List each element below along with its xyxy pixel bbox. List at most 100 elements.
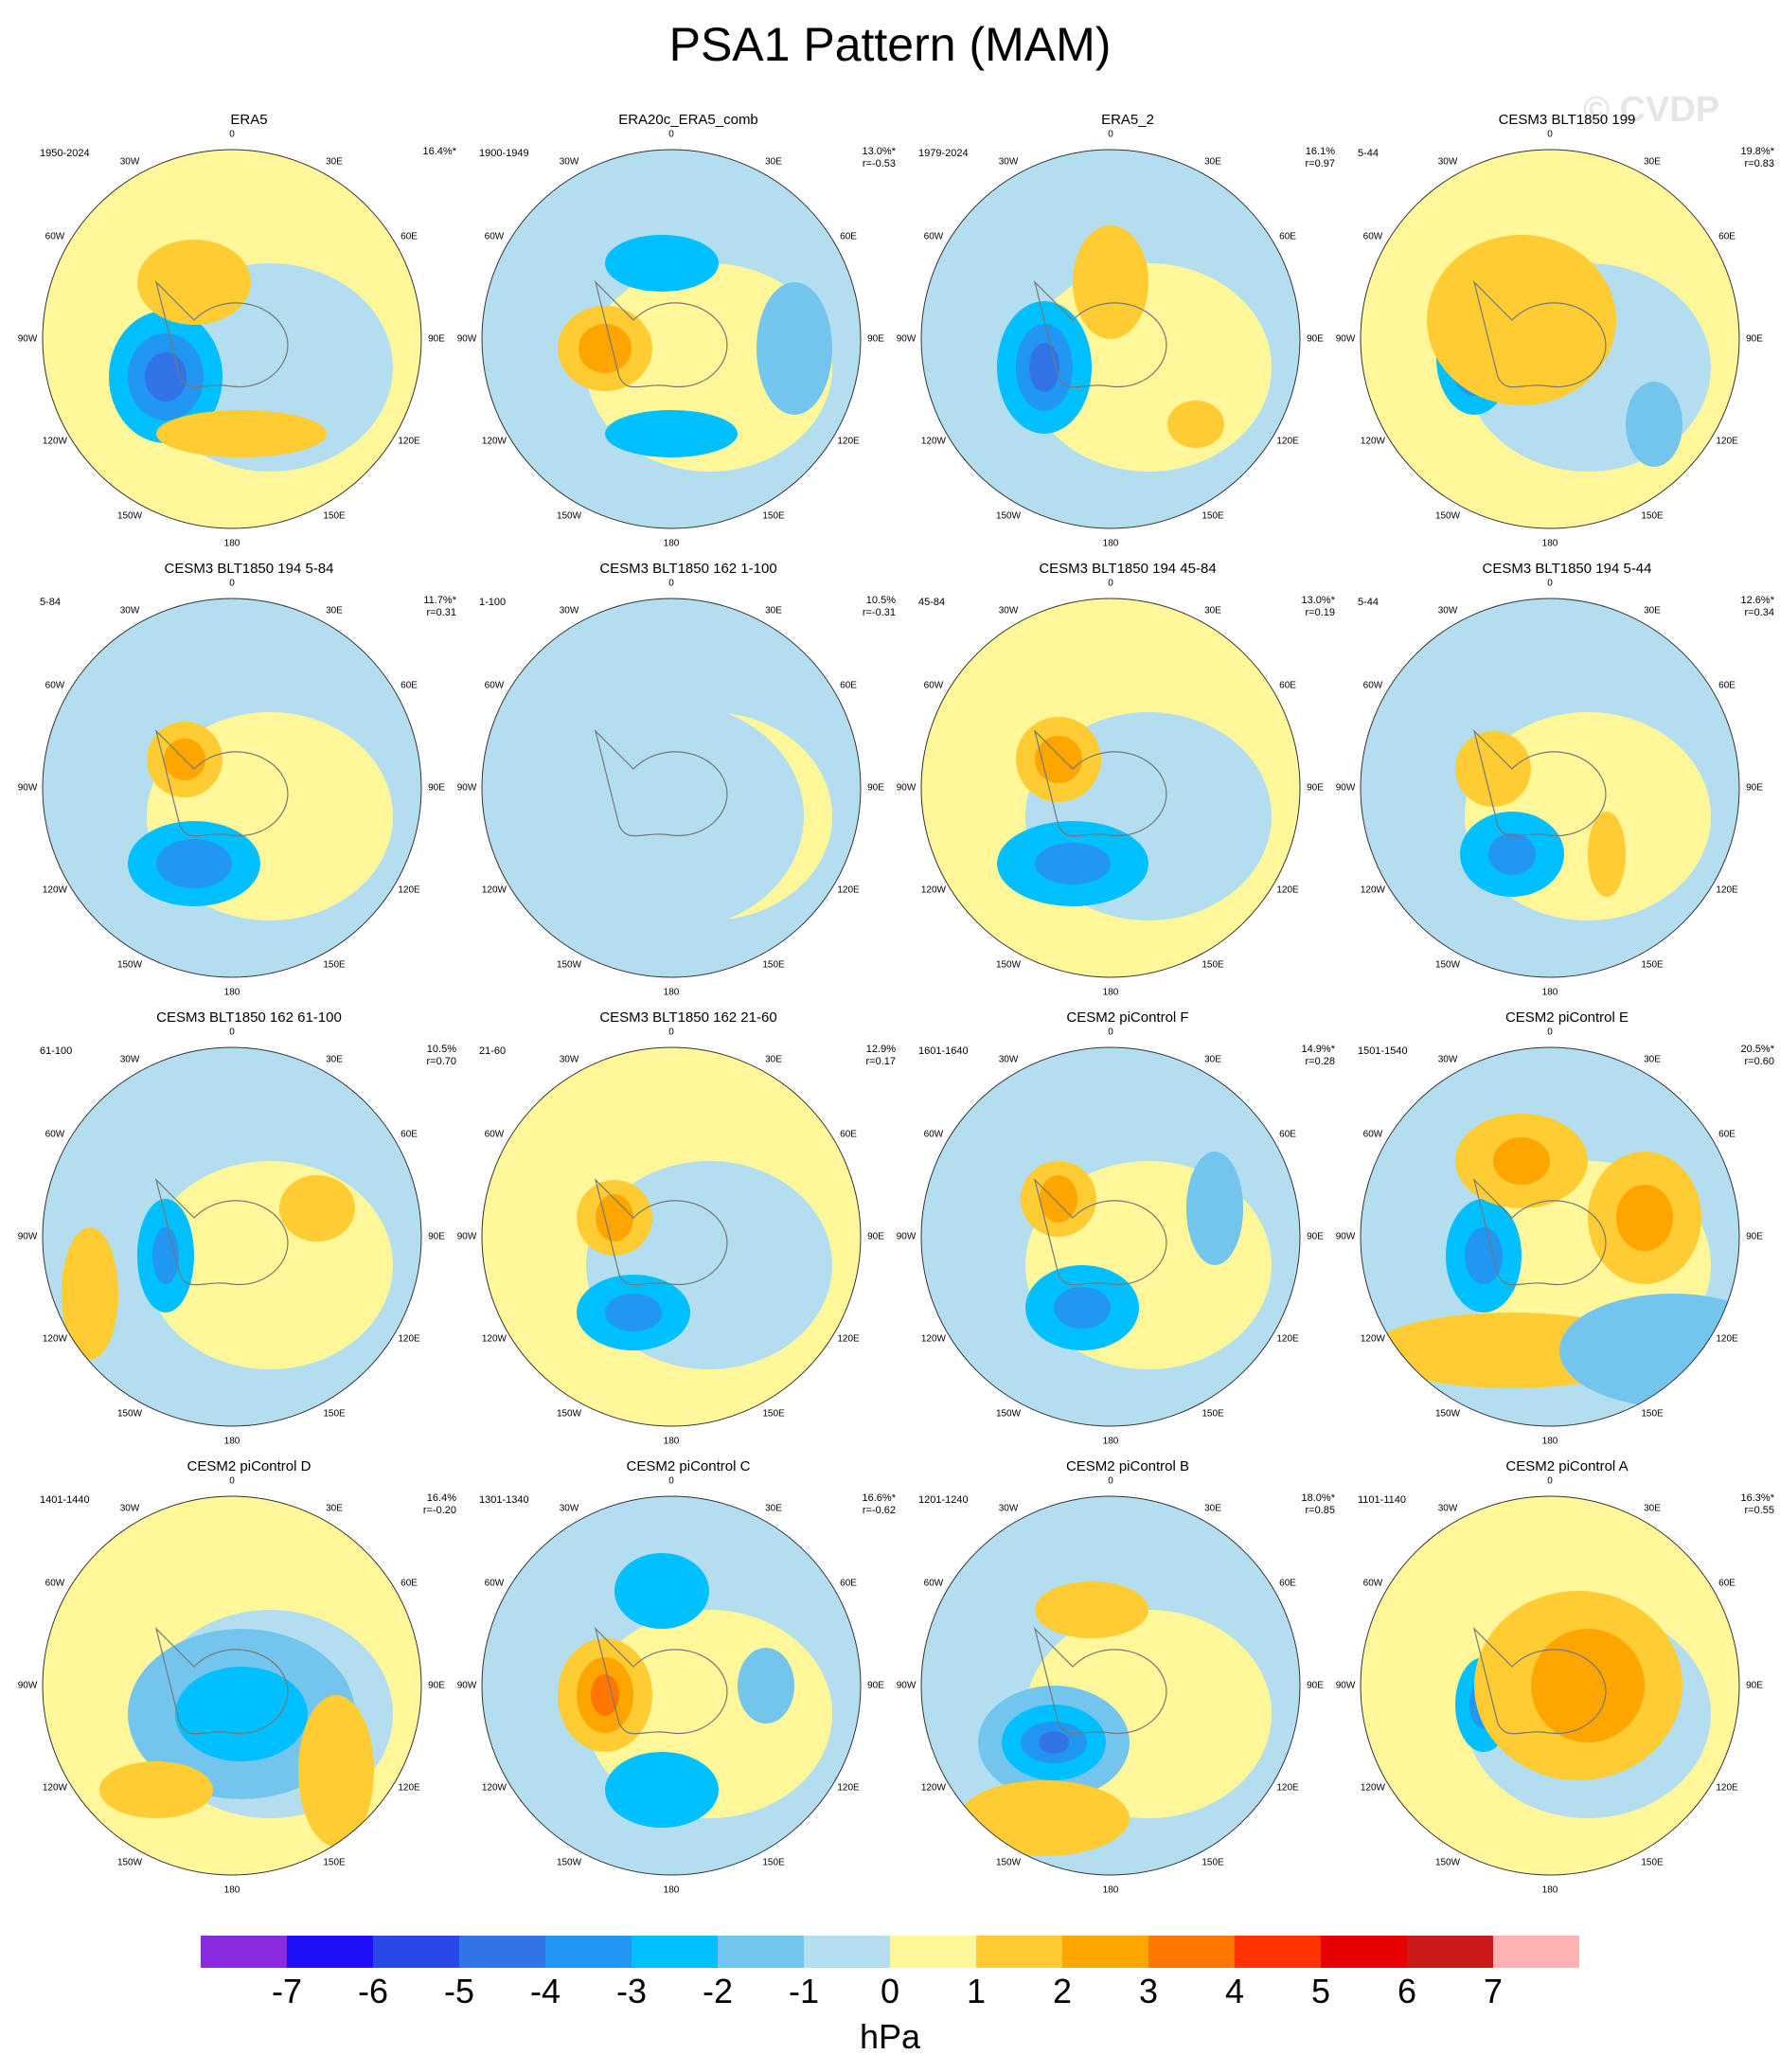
longitude-label: 30E: [1644, 1503, 1661, 1514]
longitude-label: 120W: [481, 884, 507, 896]
longitude-label: 90E: [1746, 1231, 1763, 1242]
longitude-label: 30E: [1644, 605, 1661, 616]
longitude-label: 30W: [559, 1503, 579, 1514]
colorbar-swatch: [1235, 1936, 1321, 1968]
map-boundary: [481, 1495, 862, 1876]
panel-title: CESM3 BLT1850 199: [1498, 112, 1636, 128]
longitude-label: 120W: [42, 1782, 67, 1794]
longitude-label: 60E: [1279, 680, 1296, 691]
map-panel: CESM3 BLT1850 162 61-100 61-100 10.5% r=0.7…: [18, 1009, 470, 1456]
longitude-label: 0: [1108, 1475, 1113, 1487]
panel-period: 1979-2024: [918, 148, 969, 159]
longitude-label: 90W: [1335, 1231, 1356, 1242]
anomaly-contour: [1054, 1287, 1111, 1329]
longitude-label: 60W: [484, 1129, 505, 1140]
longitude-label: 90E: [428, 333, 445, 345]
longitude-label: 30E: [1204, 1054, 1221, 1065]
longitude-label: 30E: [1204, 156, 1221, 168]
map-panel: CESM3 BLT1850 194 45-84 45-84 13.0%* r=0.19…: [897, 561, 1348, 1008]
pattern-correlation: r=0.17: [865, 1056, 897, 1067]
longitude-label: 150E: [1202, 959, 1224, 971]
panel-title: CESM3 BLT1850 162 21-60: [599, 1009, 777, 1026]
longitude-label: 60W: [44, 680, 65, 691]
longitude-label: 120E: [398, 1333, 420, 1345]
map-panel: CESM3 BLT1850 199 5-44 19.8%* r=0.83 0 30E 60E…: [1336, 112, 1780, 559]
longitude-label: 60W: [484, 231, 505, 242]
longitude-label: 60E: [1718, 1578, 1736, 1589]
pattern-correlation: r=-0.31: [862, 607, 896, 618]
variance-explained: 19.8%*: [1740, 146, 1774, 157]
longitude-label: 60E: [1279, 231, 1296, 242]
longitude-label: 0: [1547, 578, 1553, 589]
longitude-label: 120W: [1360, 436, 1385, 447]
longitude-label: 30W: [119, 156, 140, 168]
longitude-label: 180: [223, 1884, 240, 1896]
coastline: [1033, 729, 1167, 837]
longitude-label: 120E: [837, 1782, 860, 1794]
anomaly-contour: [605, 235, 719, 292]
longitude-label: 120W: [42, 884, 67, 896]
polar-map: [42, 1495, 422, 1876]
anomaly-contour: [959, 1780, 1130, 1856]
panel-title: CESM3 BLT1850 194 5-84: [164, 561, 334, 577]
longitude-label: 90E: [1307, 782, 1324, 794]
panel-variance: 16.4% r=-0.20: [423, 1492, 456, 1517]
panel-title: CESM2 piControl E: [1504, 1009, 1629, 1026]
colorbar-tick-label: -6: [357, 1972, 389, 2010]
longitude-label: 150W: [995, 1857, 1022, 1868]
longitude-label: 180: [223, 538, 240, 549]
longitude-label: 150E: [323, 1408, 346, 1420]
polar-map: [481, 149, 862, 529]
panel-variance: 13.0%* r=0.19: [1302, 595, 1335, 619]
longitude-label: 180: [1102, 538, 1119, 549]
variance-explained: 10.5%: [865, 595, 896, 606]
longitude-label: 60E: [400, 1578, 418, 1589]
panel-period: 1301-1340: [479, 1494, 529, 1506]
colorbar-tick-label: -3: [615, 1972, 648, 2010]
longitude-label: 150E: [323, 510, 346, 522]
longitude-label: 150E: [762, 1408, 785, 1420]
longitude-label: 120E: [837, 436, 860, 447]
anomaly-contour: [738, 1648, 794, 1724]
longitude-label: 150W: [995, 959, 1022, 971]
longitude-label: 60W: [923, 231, 944, 242]
colorbar-swatch: [1407, 1936, 1493, 1968]
longitude-label: 120W: [481, 1782, 507, 1794]
pattern-correlation: r=0.19: [1305, 607, 1336, 618]
longitude-label: 150W: [995, 510, 1022, 522]
anomaly-contour: [1035, 1581, 1148, 1638]
longitude-label: 150E: [1641, 959, 1664, 971]
anomaly-contour: [1029, 343, 1059, 392]
variance-explained: 12.6%*: [1740, 595, 1774, 606]
pattern-correlation: r=0.85: [1305, 1505, 1336, 1516]
anomaly-contour: [1588, 812, 1626, 897]
anomaly-contour: [578, 324, 632, 373]
panel-variance: 16.4%*: [423, 146, 456, 158]
longitude-label: 180: [1102, 987, 1119, 998]
longitude-label: 30W: [1437, 1054, 1458, 1065]
longitude-label: 150E: [762, 959, 785, 971]
panel-period: 1501-1540: [1358, 1045, 1408, 1057]
colorbar-unit: hPa: [859, 2017, 921, 2056]
longitude-label: 150E: [762, 510, 785, 522]
longitude-label: 30W: [998, 1054, 1019, 1065]
panel-variance: 12.9% r=0.17: [866, 1044, 897, 1068]
longitude-label: 60W: [1362, 1578, 1383, 1589]
longitude-label: 90W: [456, 333, 477, 345]
anomaly-contour: [1073, 225, 1148, 339]
longitude-label: 90E: [1746, 782, 1763, 794]
longitude-label: 150E: [1202, 1408, 1224, 1420]
longitude-label: 180: [1541, 1436, 1558, 1447]
pattern-correlation: r=0.70: [426, 1056, 457, 1067]
pattern-correlation: r=0.55: [1744, 1505, 1775, 1516]
panel-variance: 20.5%* r=0.60: [1741, 1044, 1774, 1068]
longitude-label: 150E: [1202, 1857, 1224, 1868]
longitude-label: 60E: [400, 1129, 418, 1140]
colorbar-tick-label: 0: [880, 1972, 900, 2010]
longitude-label: 180: [663, 1884, 680, 1896]
longitude-label: 90E: [1746, 1680, 1763, 1691]
longitude-label: 180: [663, 1436, 680, 1447]
longitude-label: 120W: [920, 1782, 946, 1794]
longitude-label: 60W: [1362, 1129, 1383, 1140]
longitude-label: 90E: [428, 1231, 445, 1242]
